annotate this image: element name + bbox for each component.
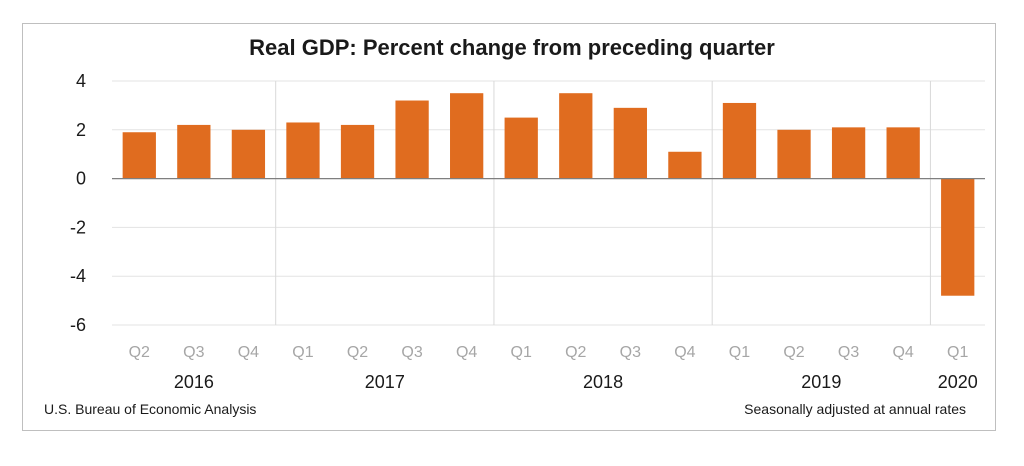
y-tick-label: 2: [76, 120, 86, 140]
x-tick-label: Q2: [347, 344, 368, 361]
bar-13: [831, 127, 866, 179]
x-tick-label: Q4: [238, 344, 259, 361]
x-tick-label: Q3: [620, 344, 641, 361]
bar-9: [613, 107, 647, 179]
rate-note: Seasonally adjusted at annual rates: [744, 401, 966, 417]
year-label: 2017: [365, 372, 405, 392]
x-tick-label: Q3: [183, 344, 204, 361]
bar-10: [668, 151, 702, 179]
bar-8: [559, 93, 593, 179]
x-tick-label: Q3: [838, 344, 859, 361]
x-tick-label: Q1: [511, 344, 532, 361]
year-label: 2018: [583, 372, 623, 392]
x-tick-label: Q2: [565, 344, 586, 361]
bar-3: [286, 122, 320, 179]
x-tick-label: Q2: [783, 344, 804, 361]
x-tick-label: Q2: [129, 344, 150, 361]
x-tick-label: Q3: [401, 344, 422, 361]
bar-4: [340, 124, 375, 179]
bar-14: [886, 127, 920, 179]
bar-11: [722, 102, 757, 179]
bar-5: [395, 100, 429, 179]
bar-7: [504, 117, 538, 179]
x-tick-label: Q4: [892, 344, 913, 361]
bar-15: [941, 178, 975, 296]
x-tick-label: Q1: [729, 344, 750, 361]
year-label: 2019: [801, 372, 841, 392]
bar-2: [231, 129, 266, 179]
bar-6: [450, 93, 484, 179]
x-tick-label: Q1: [292, 344, 313, 361]
bar-1: [177, 124, 211, 179]
y-tick-label: -4: [70, 266, 86, 286]
y-tick-label: 0: [76, 169, 86, 189]
y-tick-label: -2: [70, 217, 86, 237]
year-label: 2020: [938, 372, 978, 392]
year-label: 2016: [174, 372, 214, 392]
x-tick-label: Q1: [947, 344, 968, 361]
bar-0: [122, 132, 156, 179]
x-tick-label: Q4: [674, 344, 695, 361]
bar-12: [777, 129, 811, 179]
x-tick-label: Q4: [456, 344, 477, 361]
y-tick-label: 4: [76, 71, 86, 91]
chart-title: Real GDP: Percent change from preceding …: [249, 35, 775, 60]
y-tick-label: -6: [70, 315, 86, 335]
source-note: U.S. Bureau of Economic Analysis: [44, 401, 257, 417]
